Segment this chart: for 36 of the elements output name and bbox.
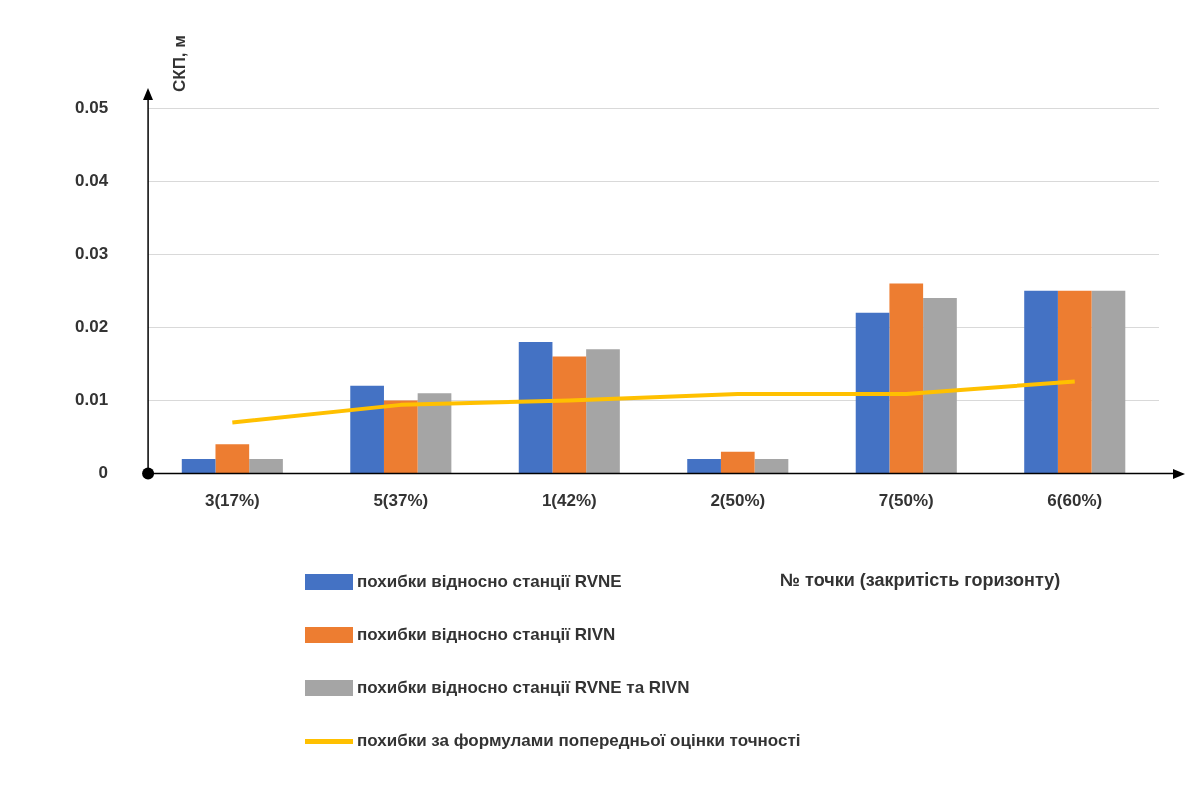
bar xyxy=(181,458,216,474)
y-tick-label: 0.04 xyxy=(74,170,109,190)
legend-label: похибки за формулами попередньої оцінки точності xyxy=(357,731,801,751)
x-tick-label: 1(42%) xyxy=(541,491,597,511)
bar xyxy=(215,444,250,474)
bar xyxy=(552,356,587,474)
x-axis-title: № точки (закритість горизонту) xyxy=(780,570,1061,591)
y-tick-label: 0.01 xyxy=(74,390,109,410)
bar xyxy=(417,393,452,474)
bar xyxy=(1057,290,1092,474)
bar xyxy=(383,400,418,474)
bar xyxy=(687,458,721,474)
bar xyxy=(1091,290,1126,474)
y-tick-label: 0.03 xyxy=(74,243,109,263)
y-tick-label: 0.02 xyxy=(74,317,109,337)
bar xyxy=(889,283,924,474)
x-tick-label: 2(50%) xyxy=(710,491,766,511)
bar xyxy=(1024,290,1058,474)
x-tick-label: 3(17%) xyxy=(204,491,260,511)
x-tick-label: 7(50%) xyxy=(878,491,934,511)
y-tick-label: 0 xyxy=(98,463,109,483)
bar xyxy=(350,385,384,474)
bar xyxy=(518,341,553,474)
legend-label: похибки відносно станції RVNE xyxy=(357,572,622,592)
bar xyxy=(586,349,620,474)
bar xyxy=(855,312,890,474)
legend-label: похибки відносно станції RVNE та RIVN xyxy=(357,678,690,698)
bar xyxy=(754,458,789,474)
bar xyxy=(923,298,957,474)
y-tick-label: 0.05 xyxy=(74,97,109,117)
legend-label: похибки відносно станції RIVN xyxy=(357,625,616,645)
x-tick-label: 5(37%) xyxy=(373,491,429,511)
y-axis-title: СКП, м xyxy=(170,34,190,92)
bar xyxy=(249,458,283,474)
x-tick-label: 6(60%) xyxy=(1047,491,1103,511)
bar xyxy=(720,451,755,474)
